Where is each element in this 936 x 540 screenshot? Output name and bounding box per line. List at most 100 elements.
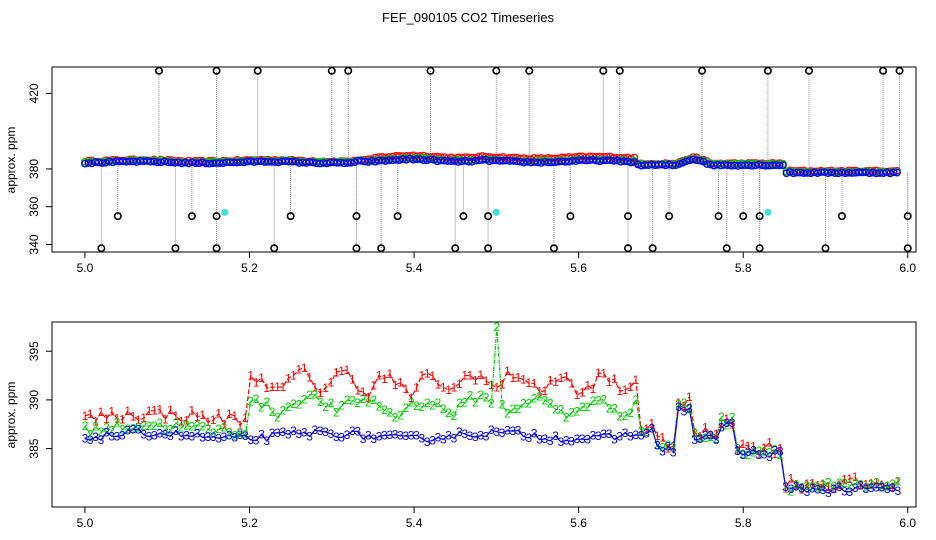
outlier-point (714, 212, 723, 221)
top-plot-frame (51, 66, 917, 253)
cyan-point (221, 208, 229, 216)
series-1-marker: 1 (258, 371, 265, 385)
series-2-marker: 2 (766, 445, 773, 459)
series-2-marker: 2 (285, 400, 292, 414)
series-1-marker: 1 (269, 380, 276, 394)
series-3-marker: 3 (349, 424, 356, 438)
series-2-marker: 2 (558, 402, 565, 416)
series-3-marker: 3 (322, 425, 329, 439)
series-1-marker: 1 (798, 483, 805, 497)
series-3-marker: 3 (734, 444, 741, 458)
series-1-marker: 1 (274, 380, 281, 394)
series-1-marker: 1 (809, 476, 816, 490)
series-1-marker: 1 (167, 403, 174, 417)
series-1-marker: 1 (616, 384, 623, 398)
series-1-marker: 1 (103, 412, 110, 426)
x-tick-label: 5.0 (77, 516, 94, 530)
series-3-marker: 3 (595, 429, 602, 443)
series-3-marker: 3 (365, 428, 372, 442)
series-3-marker: 3 (777, 444, 784, 458)
series-3-marker: 3 (745, 445, 752, 459)
series-1-marker: 1 (879, 478, 886, 492)
series-3-marker: 3 (146, 430, 153, 444)
bottom-y-axis: 385 390 395 (27, 341, 52, 459)
series-1-marker: 1 (392, 378, 399, 392)
series-3-marker: 3 (552, 429, 559, 443)
series-3-marker: 3 (451, 431, 458, 445)
blue-point (108, 158, 117, 167)
series-2-marker: 2 (108, 423, 115, 437)
outlier-point (187, 212, 196, 221)
blue-point (98, 159, 107, 167)
blue-point (250, 158, 259, 167)
series-1-marker: 1 (766, 436, 773, 450)
series-3-marker: 3 (520, 430, 527, 444)
blue-point (813, 169, 822, 178)
series-1-marker: 1 (884, 479, 891, 493)
series-1-marker: 1 (846, 472, 853, 486)
series-2-marker: 2 (333, 405, 340, 419)
series-3-marker: 3 (568, 434, 575, 448)
series-2-marker: 2 (616, 409, 623, 423)
series-1-marker: 1 (124, 404, 131, 418)
series-3-marker: 3 (237, 428, 244, 442)
outlier-point (113, 212, 122, 221)
series-2-marker: 2 (274, 410, 281, 424)
series-3-marker: 3 (87, 433, 94, 447)
series-1-marker: 1 (317, 386, 324, 400)
series-3-marker: 3 (156, 426, 163, 440)
series-1-marker: 1 (782, 481, 789, 495)
series-1-marker: 1 (247, 369, 254, 383)
series-1-marker: 1 (772, 447, 779, 461)
series-2-marker: 2 (226, 426, 233, 440)
series-2-marker: 2 (568, 405, 575, 419)
series-1-marker: 1 (413, 380, 420, 394)
series-3-marker: 3 (590, 429, 597, 443)
series-2-marker: 2 (793, 477, 800, 491)
series-3-marker: 3 (755, 448, 762, 462)
series-2-marker: 2 (98, 425, 105, 439)
series-2-marker: 2 (846, 478, 853, 492)
series-3-marker: 3 (611, 432, 618, 446)
series-3-marker: 3 (312, 423, 319, 437)
series-1-marker: 1 (745, 439, 752, 453)
series-1-marker: 1 (713, 427, 720, 441)
blue-point (748, 162, 756, 170)
series-1-marker: 1 (852, 470, 859, 484)
series-3-marker: 3 (665, 439, 672, 453)
series-2-marker: 2 (344, 393, 351, 407)
series-2-marker: 2 (124, 422, 131, 436)
series-1-marker: 1 (429, 369, 436, 383)
outlier-point (171, 244, 180, 253)
blue-point (468, 157, 476, 166)
series-2-marker: 2 (435, 396, 442, 410)
series-1-marker: 1 (322, 381, 329, 395)
outlier-point (698, 66, 707, 75)
series-2-marker: 2 (82, 419, 89, 433)
series-1-marker: 1 (504, 364, 511, 378)
outlier-point (566, 212, 575, 221)
outlier-point (903, 244, 912, 253)
series-3-marker: 3 (461, 427, 468, 441)
series-2-line (84, 326, 899, 493)
series-2-marker: 2 (788, 484, 795, 498)
blue-point (668, 161, 677, 170)
series-2-marker: 2 (172, 416, 179, 430)
series-3-marker: 3 (467, 429, 474, 443)
series-1-marker: 1 (344, 363, 351, 377)
series-2-marker: 2 (162, 422, 169, 436)
outlier-point (393, 212, 402, 221)
series-3-marker: 3 (793, 480, 800, 494)
outlier-point (253, 66, 262, 75)
blue-point (754, 160, 763, 169)
series-2-marker: 2 (755, 444, 762, 458)
series-2-marker: 2 (424, 396, 431, 410)
series-1-marker: 1 (472, 373, 479, 387)
outlier-point (525, 66, 534, 75)
series-3-marker: 3 (713, 433, 720, 447)
series-2-marker: 2 (681, 396, 688, 410)
x-tick-label: 5.6 (570, 516, 587, 530)
cyan-point (764, 208, 772, 216)
series-2-marker: 2 (92, 420, 99, 434)
series-1-marker: 1 (360, 385, 367, 399)
